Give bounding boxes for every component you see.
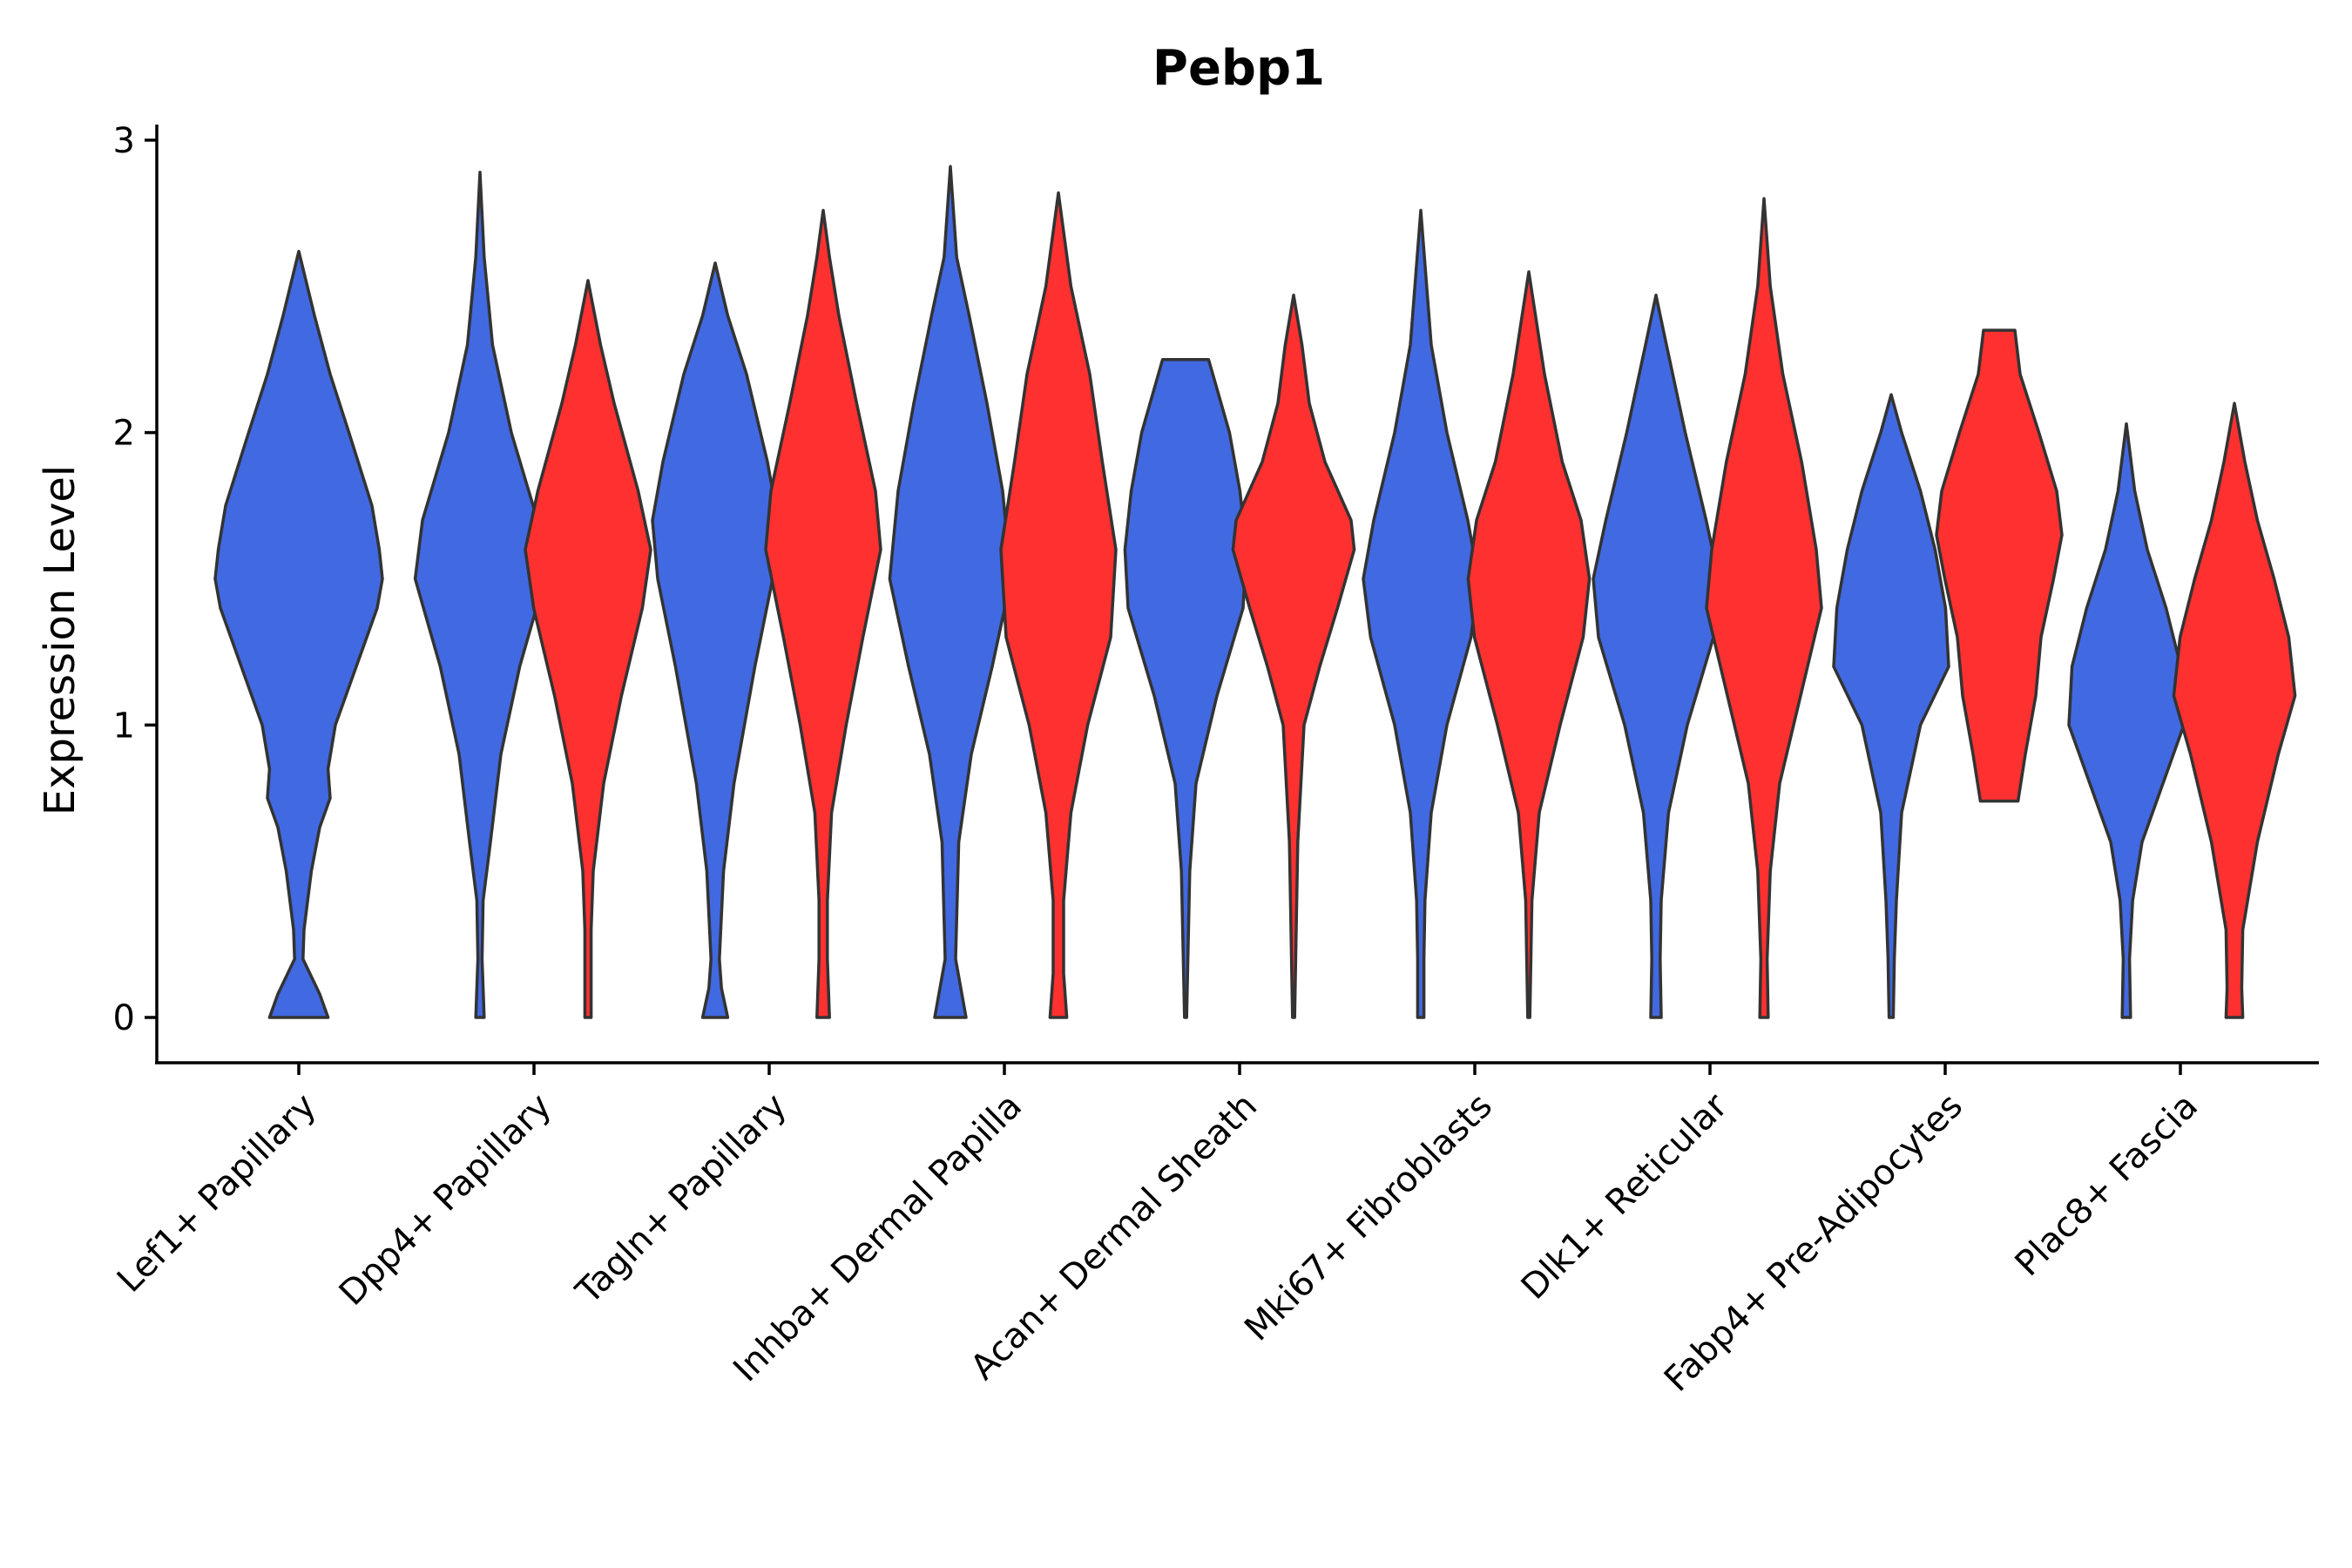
violin-dpp4-papillary-red: [524, 279, 652, 1019]
x-tick-label-plac8-fascia: Plac8+ Fascia: [2008, 1086, 2207, 1285]
x-tick-label-dlk1-reticular: Dlk1+ Reticular: [1514, 1085, 1736, 1308]
violin-fabp4-pre-adipocytes-red: [1935, 328, 2064, 803]
y-tick-label-2: 2: [113, 414, 135, 454]
violin-inhba-dermal-papilla-blue: [888, 165, 1013, 1019]
y-axis-label: Expression Level: [36, 465, 84, 816]
violin-dpp4-papillary-blue: [413, 171, 547, 1019]
violin-mki67-fibroblasts-red: [1466, 270, 1592, 1019]
x-tick-label-lef1-papillary: Lef1+ Papillary: [110, 1086, 324, 1301]
violin-tagln-papillary-red: [764, 208, 882, 1019]
violin-tagln-papillary-blue: [651, 261, 780, 1019]
violin-plac8-fascia-blue: [2067, 422, 2186, 1019]
violin-lef1-papillary-blue: [213, 249, 384, 1019]
y-tick-label-0: 0: [113, 998, 135, 1038]
chart-title: Pebp1: [1152, 40, 1325, 97]
violin-dlk1-reticular-red: [1705, 197, 1823, 1019]
y-axis-ticks: 0 1 2 3: [113, 121, 157, 1038]
y-tick-label-1: 1: [113, 706, 135, 746]
x-tick-label-tagln-papillary: Tagln+ Papillary: [568, 1086, 794, 1313]
x-tick-label-dpp4-papillary: Dpp4+ Papillary: [332, 1086, 559, 1314]
violin-acan-dermal-sheath-blue: [1123, 357, 1248, 1019]
violins-group: [213, 165, 2297, 1019]
violin-acan-dermal-sheath-red: [1231, 294, 1356, 1019]
violin-mki67-fibroblasts-blue: [1362, 208, 1480, 1019]
y-tick-label-3: 3: [113, 121, 135, 161]
violin-dlk1-reticular-blue: [1592, 294, 1720, 1019]
x-axis-ticks: Lef1+ Papillary Dpp4+ Papillary Tagln+ Pap…: [110, 1063, 2206, 1400]
violin-inhba-dermal-papilla-red: [999, 191, 1118, 1019]
x-tick-label-mki67-fibroblasts: Mki67+ Fibroblasts: [1237, 1086, 1500, 1349]
violin-fabp4-pre-adipocytes-blue: [1832, 393, 1950, 1019]
violin-plac8-fascia-red: [2172, 402, 2297, 1019]
